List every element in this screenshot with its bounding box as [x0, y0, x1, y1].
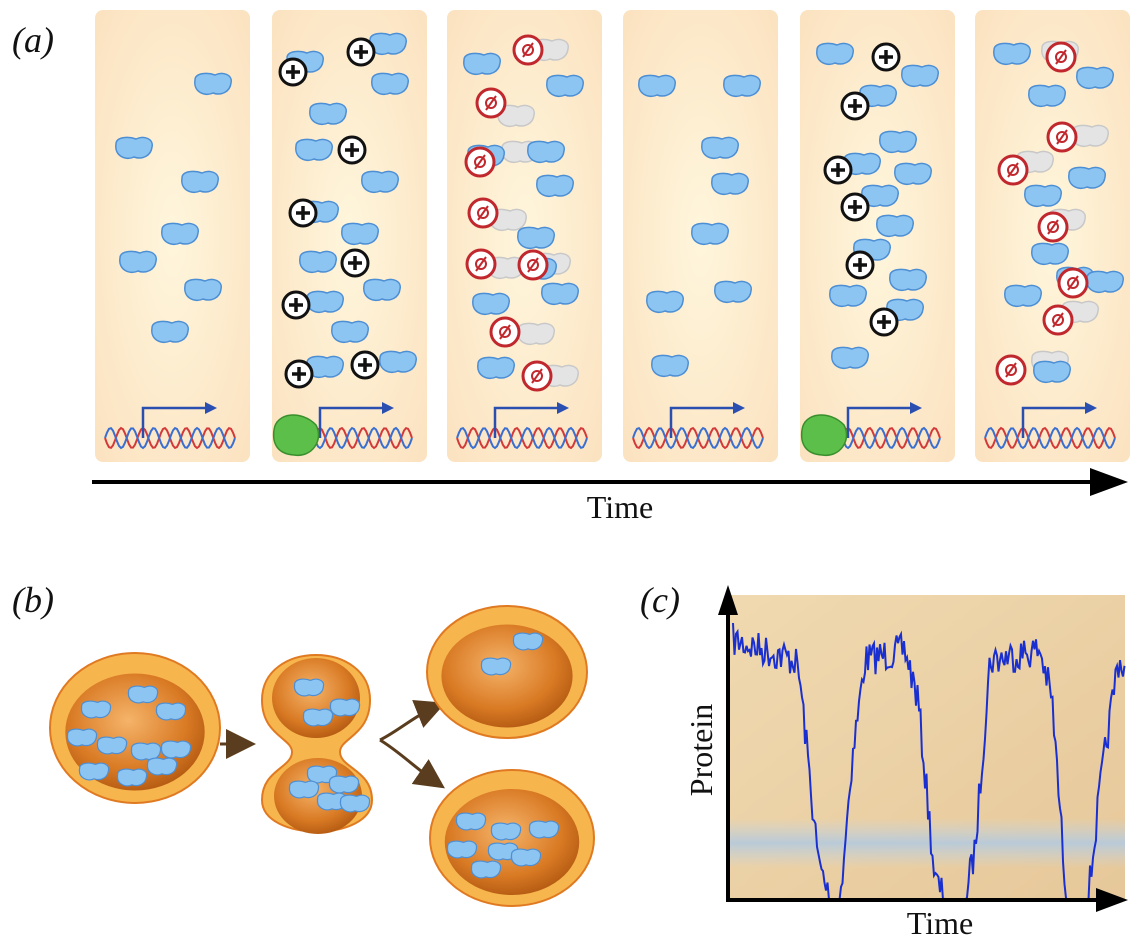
protein [294, 679, 323, 696]
protein [447, 841, 476, 858]
protein [340, 795, 369, 812]
panel-label: (a) [12, 20, 54, 60]
protein [303, 709, 332, 726]
protein [162, 223, 198, 244]
division-arrow [380, 705, 440, 740]
protein [332, 321, 368, 342]
protein [994, 43, 1030, 64]
activator [802, 415, 847, 455]
protein [1034, 361, 1070, 382]
protein [518, 227, 554, 248]
division-arrow [380, 740, 440, 785]
protein [513, 633, 542, 650]
protein [310, 103, 346, 124]
protein [456, 813, 485, 830]
protein [692, 223, 728, 244]
arrow-head [1090, 468, 1128, 496]
protein [116, 137, 152, 158]
protein [300, 251, 336, 272]
panel-a [95, 10, 1130, 462]
protein [120, 251, 156, 272]
protein [79, 763, 108, 780]
protein [1029, 85, 1065, 106]
protein [380, 351, 416, 372]
protein [81, 701, 110, 718]
protein [362, 171, 398, 192]
protein [307, 291, 343, 312]
protein [1005, 285, 1041, 306]
protein [1069, 167, 1105, 188]
protein [195, 73, 231, 94]
protein [156, 703, 185, 720]
protein [902, 65, 938, 86]
panel-c [718, 585, 1128, 912]
panel-label: (b) [12, 580, 54, 620]
protein [880, 131, 916, 152]
protein [67, 729, 96, 746]
protein [895, 163, 931, 184]
protein [364, 279, 400, 300]
protein [817, 43, 853, 64]
protein [537, 175, 573, 196]
noise-band [728, 818, 1125, 868]
time-column [623, 10, 778, 462]
protein [296, 139, 332, 160]
protein [1032, 243, 1068, 264]
time-column [272, 10, 427, 462]
protein [117, 769, 146, 786]
protein [547, 75, 583, 96]
protein [342, 223, 378, 244]
protein [542, 283, 578, 304]
time-column [447, 10, 602, 462]
protein [147, 758, 176, 775]
protein [639, 75, 675, 96]
panel-b [50, 606, 594, 906]
protein [128, 686, 157, 703]
protein [481, 658, 510, 675]
protein [372, 73, 408, 94]
protein [832, 347, 868, 368]
time-column [800, 10, 955, 462]
protein [712, 173, 748, 194]
protein [185, 279, 221, 300]
protein [1077, 67, 1113, 88]
time-column [95, 10, 250, 462]
protein [511, 849, 540, 866]
protein [528, 141, 564, 162]
protein [289, 781, 318, 798]
protein [152, 321, 188, 342]
protein [890, 269, 926, 290]
protein [491, 823, 520, 840]
protein [464, 53, 500, 74]
protein [529, 821, 558, 838]
protein [652, 355, 688, 376]
time-column [975, 10, 1130, 462]
protein [647, 291, 683, 312]
protein [471, 861, 500, 878]
panel-label: (c) [640, 580, 680, 620]
protein [473, 293, 509, 314]
degraded-protein [518, 323, 554, 344]
protein [724, 75, 760, 96]
protein [161, 741, 190, 758]
y-axis-label: Protein [683, 704, 719, 796]
protein [329, 776, 358, 793]
protein [131, 743, 160, 760]
protein [478, 357, 514, 378]
protein [830, 285, 866, 306]
cytoplasm [441, 625, 572, 728]
protein [330, 699, 359, 716]
protein [1087, 271, 1123, 292]
protein [702, 137, 738, 158]
x-axis-label: Time [907, 905, 973, 941]
figure: (a) Time (b) (c) Time Protein [0, 0, 1139, 944]
protein [182, 171, 218, 192]
axis-label: Time [587, 489, 653, 525]
activator [274, 415, 319, 455]
protein [715, 281, 751, 302]
protein [1025, 185, 1061, 206]
protein [97, 737, 126, 754]
protein [877, 215, 913, 236]
